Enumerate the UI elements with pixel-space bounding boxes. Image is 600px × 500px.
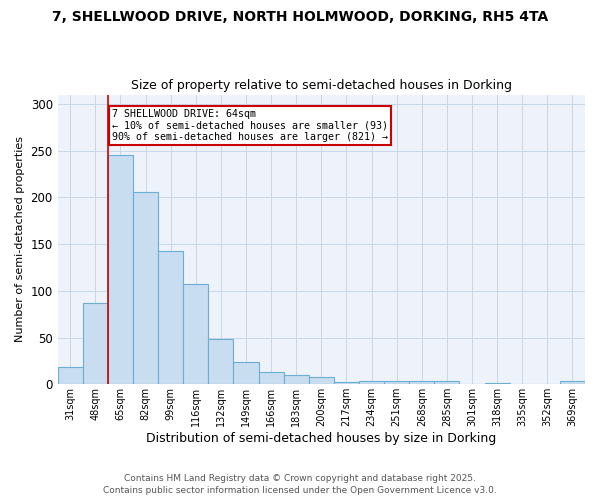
Bar [560,382,585,384]
Text: Contains HM Land Registry data © Crown copyright and database right 2025.
Contai: Contains HM Land Registry data © Crown c… [103,474,497,495]
Bar [309,377,334,384]
Bar [384,382,409,384]
Bar [108,156,133,384]
Bar [409,382,434,384]
Bar [208,340,233,384]
Bar [284,375,309,384]
Bar [259,372,284,384]
Bar [158,250,183,384]
Bar [83,303,108,384]
X-axis label: Distribution of semi-detached houses by size in Dorking: Distribution of semi-detached houses by … [146,432,496,445]
Bar [334,382,359,384]
Title: Size of property relative to semi-detached houses in Dorking: Size of property relative to semi-detach… [131,79,512,92]
Bar [434,382,460,384]
Bar [359,380,384,384]
Bar [233,362,259,384]
Bar [183,284,208,384]
Bar [58,368,83,384]
Text: 7 SHELLWOOD DRIVE: 64sqm
← 10% of semi-detached houses are smaller (93)
90% of s: 7 SHELLWOOD DRIVE: 64sqm ← 10% of semi-d… [112,108,388,142]
Y-axis label: Number of semi-detached properties: Number of semi-detached properties [15,136,25,342]
Bar [133,192,158,384]
Text: 7, SHELLWOOD DRIVE, NORTH HOLMWOOD, DORKING, RH5 4TA: 7, SHELLWOOD DRIVE, NORTH HOLMWOOD, DORK… [52,10,548,24]
